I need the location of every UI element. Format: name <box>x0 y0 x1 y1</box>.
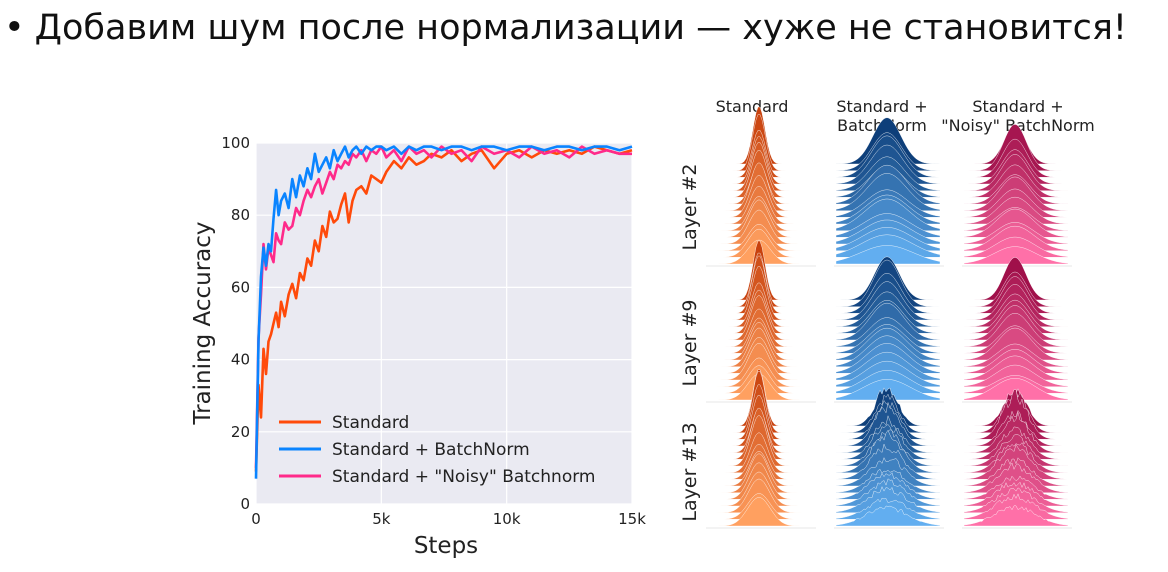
ridge-curve <box>964 389 1068 440</box>
ridge-curve <box>835 486 941 513</box>
column-label: Standard <box>716 97 789 116</box>
legend-entry: Standard <box>332 413 409 433</box>
y-tick-label: 100 <box>221 134 250 152</box>
slide-title-text: Добавим шум после нормализации — хуже не… <box>34 8 1127 48</box>
legend: Standard Standard + BatchNorm Standard + "… <box>279 413 595 487</box>
row-label: Layer #9 <box>679 299 701 386</box>
ridge-curve <box>835 245 941 265</box>
x-tick-label: 10k <box>493 510 521 528</box>
y-tick-label: 80 <box>231 206 250 224</box>
y-tick-label: 60 <box>231 278 250 296</box>
row-label: Layer #13 <box>679 422 701 521</box>
ridge-curve <box>708 497 812 527</box>
column-label: Standard + <box>972 97 1063 116</box>
x-axis-label: Steps <box>414 533 478 559</box>
ridge-panels <box>706 106 1072 529</box>
ridge-curve <box>963 378 1069 401</box>
ridge-curve <box>963 462 1069 493</box>
ridge-curve <box>963 444 1069 480</box>
ridge-panel <box>706 106 816 267</box>
legend-entry: Standard + "Noisy" Batchnorm <box>332 467 595 487</box>
y-tick-labels: 0 20 40 60 80 100 <box>221 134 250 513</box>
x-tick-label: 5k <box>372 510 391 528</box>
series-lines <box>254 145 633 479</box>
y-tick-label: 20 <box>231 423 250 441</box>
ridge-curve <box>963 246 1069 265</box>
x-tick-label: 15k <box>618 510 646 528</box>
row-labels: Layer #2 Layer #9 Layer #13 <box>679 163 701 521</box>
y-tick-label: 40 <box>231 351 250 369</box>
ridge-curve <box>963 505 1069 527</box>
slide-title: • Добавим шум после нормализации — хуже н… <box>4 4 1127 52</box>
column-label: Standard + <box>836 97 927 116</box>
ridge-curve <box>835 505 941 527</box>
ridge-panel <box>834 117 944 267</box>
column-label: "Noisy" BatchNorm <box>941 116 1094 135</box>
ridge-panel <box>834 256 944 403</box>
ridge-panel <box>962 388 1072 529</box>
legend-entry: Standard + BatchNorm <box>332 440 530 460</box>
series-line-1 <box>254 145 633 479</box>
x-tick-label: 0 <box>251 510 261 528</box>
ridge-panel <box>706 369 816 529</box>
row-label: Layer #2 <box>679 163 701 250</box>
series-line-2 <box>254 145 632 468</box>
ridge-panel <box>962 124 1072 267</box>
bullet-icon: • <box>4 8 25 48</box>
gridlines <box>255 142 633 505</box>
y-tick-label: 0 <box>240 495 250 513</box>
y-axis-label: Training Accuracy <box>190 221 216 425</box>
ridge-panel <box>834 387 944 529</box>
x-tick-labels: 0 5k 10k 15k <box>251 510 646 528</box>
plot-background <box>256 143 632 504</box>
series-line-0 <box>254 145 633 472</box>
ridge-panel <box>962 257 1072 403</box>
